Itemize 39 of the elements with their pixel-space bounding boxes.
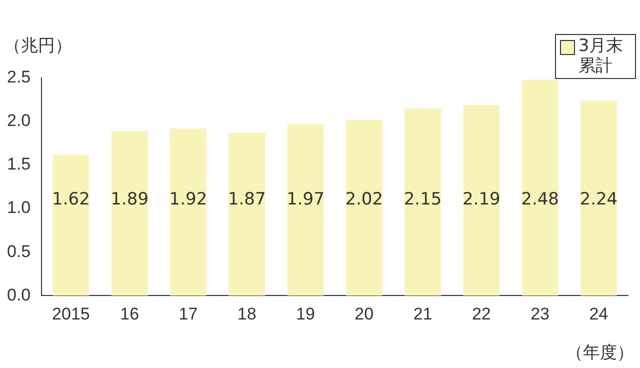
bar (170, 128, 206, 296)
data-label: 1.92 (169, 189, 208, 210)
x-tick-label: 16 (120, 304, 140, 324)
data-label: 1.87 (228, 189, 266, 210)
data-label: 2.48 (521, 189, 559, 210)
data-label: 2.24 (580, 189, 618, 210)
x-tick-label: 18 (237, 304, 256, 324)
y-axis-title: （兆円） (4, 35, 72, 57)
data-label: 1.97 (286, 189, 324, 210)
x-tick-label: 20 (354, 304, 374, 324)
bar (580, 100, 617, 296)
data-label: 2.02 (345, 189, 384, 210)
bar (228, 132, 266, 296)
x-tick-label: 22 (472, 304, 491, 324)
series-label: 3月末累計 (578, 36, 624, 76)
data-label: 2.15 (404, 189, 442, 210)
y-tick-label: 2.0 (6, 111, 31, 130)
x-tick-label: 21 (413, 304, 432, 324)
x-axis-title: （年度） (566, 342, 634, 364)
bar (522, 80, 558, 296)
y-tick-label: 0.5 (6, 242, 31, 261)
x-tick-label: 19 (296, 304, 315, 324)
data-label: 2.19 (462, 189, 500, 210)
y-tick-label: 0.0 (6, 285, 31, 304)
bar (287, 124, 324, 296)
bar (111, 131, 148, 296)
x-tick-label: 2015 (52, 304, 90, 324)
x-tick-label: 24 (589, 304, 608, 324)
bar (52, 154, 90, 296)
x-tick-label: 23 (530, 304, 550, 324)
data-label: 1.62 (52, 189, 90, 210)
x-tick-label: 17 (178, 304, 198, 324)
y-tick-label: 1.0 (6, 198, 31, 218)
bar (463, 104, 500, 296)
bar (404, 108, 441, 296)
y-tick-label: 1.5 (6, 154, 31, 174)
data-label: 1.89 (110, 189, 149, 210)
y-tick-label: 2.5 (6, 68, 31, 87)
bar (346, 120, 382, 296)
